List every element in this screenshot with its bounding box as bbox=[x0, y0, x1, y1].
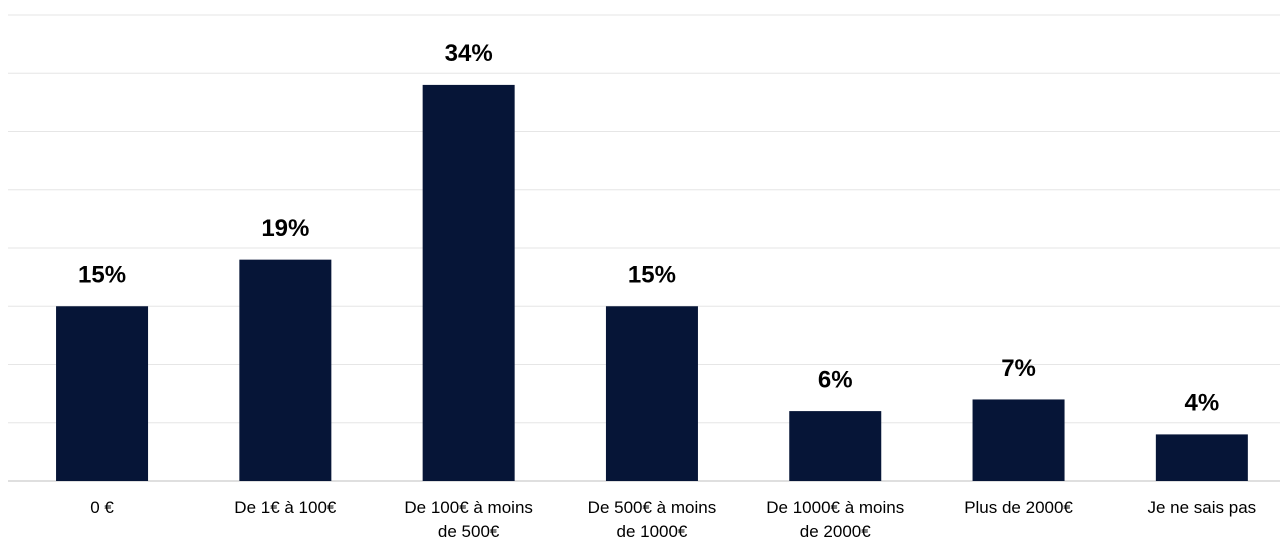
data-label: 15% bbox=[628, 262, 676, 289]
data-label: 19% bbox=[261, 215, 309, 242]
data-label: 4% bbox=[1185, 390, 1220, 417]
bar bbox=[56, 306, 149, 481]
data-label: 6% bbox=[818, 366, 853, 393]
bar bbox=[789, 411, 882, 481]
x-tick-label: De 500€ à moins de 1000€ bbox=[588, 498, 717, 541]
bar bbox=[1155, 434, 1248, 481]
bar bbox=[972, 399, 1065, 481]
bar bbox=[605, 306, 698, 481]
data-label: 15% bbox=[78, 262, 126, 289]
x-tick-label: Plus de 2000€ bbox=[964, 498, 1073, 517]
bar bbox=[422, 84, 515, 482]
x-tick-label: 0 € bbox=[90, 498, 114, 517]
x-tick-label: Je ne sais pas bbox=[1148, 498, 1257, 517]
data-label: 34% bbox=[445, 40, 493, 67]
x-tick-label: De 1€ à 100€ bbox=[234, 498, 337, 517]
bar bbox=[239, 259, 332, 481]
data-label: 7% bbox=[1001, 355, 1036, 382]
x-tick-label: De 1000€ à moins de 2000€ bbox=[766, 498, 904, 541]
x-tick-label: De 100€ à moins de 500€ bbox=[404, 498, 533, 541]
